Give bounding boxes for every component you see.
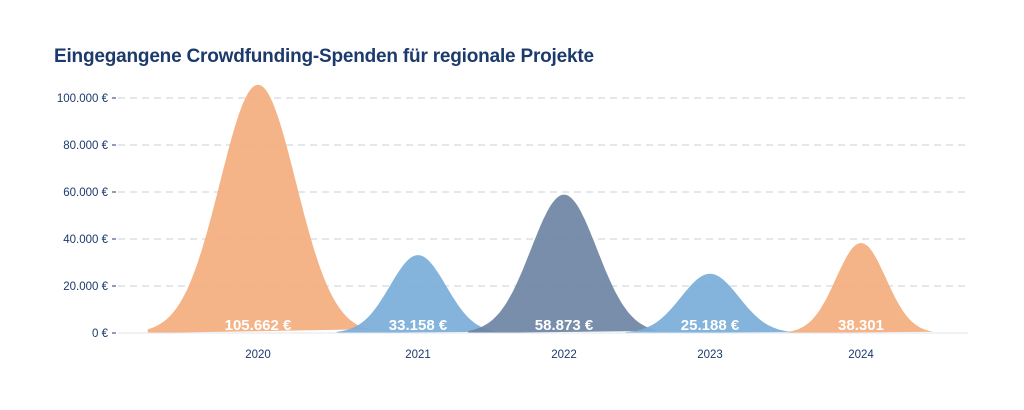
y-tick-label-3: 60.000 € [63,187,108,199]
y-tick-label-0: 0 € [92,328,109,340]
area-2024 [788,243,934,333]
y-tick-label-4: 80.000 € [63,140,108,152]
value-label-2022: 58.873 € [535,317,594,334]
area-2020 [147,84,369,333]
x-label-2024: 2024 [848,349,874,361]
value-label-2023: 25.188 € [681,317,740,334]
chart-title: Eingegangene Crowdfunding-Spenden für re… [54,46,594,67]
area-2022 [468,194,660,333]
value-label-2020: 105.662 € [225,317,292,334]
area-2023 [625,273,795,333]
value-label-2021: 33.158 € [389,317,448,334]
y-tick-label-5: 100.000 € [57,93,109,105]
value-label-2024: 38.301 [838,317,884,334]
x-label-2020: 2020 [245,349,271,361]
x-label-2023: 2023 [697,349,723,361]
x-label-2021: 2021 [405,349,431,361]
x-label-2022: 2022 [551,349,577,361]
area-2021 [336,255,500,333]
y-tick-label-1: 20.000 € [63,281,108,293]
y-tick-label-2: 40.000 € [63,234,108,246]
